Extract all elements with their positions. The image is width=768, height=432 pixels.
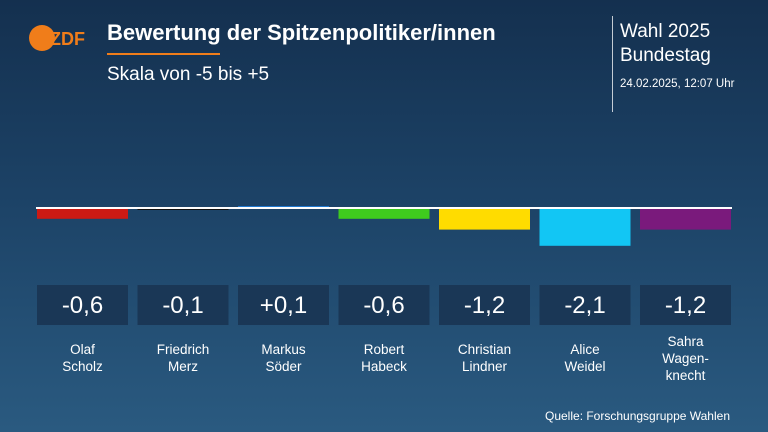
value-box <box>539 285 631 325</box>
value-label: +0,1 <box>260 292 307 319</box>
bar <box>539 208 631 246</box>
value-label: -0,6 <box>363 292 404 319</box>
category-label: Merz <box>168 359 198 374</box>
value-box <box>238 285 329 325</box>
value-label: -1,2 <box>464 292 505 319</box>
value-label: -0,1 <box>162 292 203 319</box>
value-box <box>640 285 731 325</box>
category-label: Scholz <box>62 359 103 374</box>
logo-text: ZDF <box>50 29 85 49</box>
category-label: Wagen- <box>662 351 709 366</box>
category-label: Olaf <box>70 342 95 357</box>
value-box <box>338 285 430 325</box>
category-label: Sahra <box>667 334 704 349</box>
category-label: Christian <box>458 342 511 357</box>
category-label: Söder <box>265 359 302 374</box>
category-label: Habeck <box>361 359 407 374</box>
title-underline <box>107 53 220 55</box>
category-label: Lindner <box>462 359 508 374</box>
chart-subtitle: Skala von -5 bis +5 <box>107 64 270 85</box>
category-label: Alice <box>570 342 599 357</box>
source-note: Quelle: Forschungsgruppe Wahlen <box>545 409 730 423</box>
value-label: -0,6 <box>62 292 103 319</box>
bar <box>338 208 430 219</box>
bar <box>439 208 530 230</box>
category-label: knecht <box>666 368 706 383</box>
election-label-line2: Bundestag <box>620 45 711 66</box>
category-label: Robert <box>364 342 405 357</box>
category-label: Friedrich <box>157 342 210 357</box>
header-divider <box>612 16 613 112</box>
value-box <box>137 285 229 325</box>
timestamp: 24.02.2025, 12:07 Uhr <box>620 78 735 90</box>
value-label: -2,1 <box>564 292 605 319</box>
bar <box>640 208 731 230</box>
chart-title: Bewertung der Spitzenpolitiker/innen <box>107 20 496 45</box>
election-label: Wahl 2025 Bundestag <box>620 20 711 68</box>
bar <box>37 208 128 219</box>
value-box <box>439 285 530 325</box>
value-label: -1,2 <box>665 292 706 319</box>
value-box <box>37 285 128 325</box>
bar-chart: -0,6 Olaf Scholz -0,1 Friedrich Merz +0,1 Marku… <box>37 206 731 383</box>
election-label-line1: Wahl 2025 <box>620 21 711 42</box>
zdf-logo: ZDF <box>29 25 85 51</box>
category-label: Markus <box>261 342 306 357</box>
category-label: Weidel <box>564 359 605 374</box>
